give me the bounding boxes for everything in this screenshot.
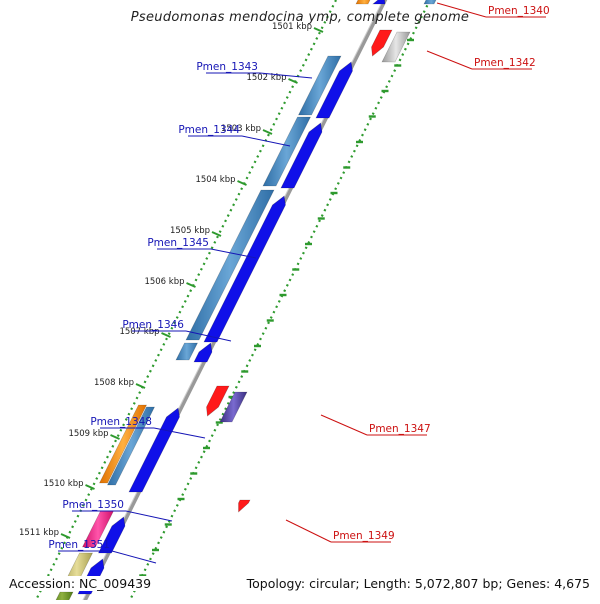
gene-label-leader (111, 550, 157, 564)
kbp-tick-mark (313, 27, 324, 33)
accession-text: Accession: NC_009439 (7, 576, 154, 591)
gene-label-left: Pmen_1344 (178, 124, 240, 136)
kbp-tick-mark (85, 484, 95, 490)
gene-label-left: Pmen_1350 (62, 499, 124, 511)
kbp-tick-mark (262, 129, 273, 135)
gene-arrow-pmen-1347 (206, 385, 230, 417)
rev-block-pmen-1347 (219, 391, 248, 423)
gene-arrow-pmen-1346 (193, 342, 213, 363)
kbp-tick-label: 1510 kbp (43, 479, 83, 489)
gene-arrow-pmen-1345 (203, 195, 286, 343)
cds-block-pmen-1345 (185, 189, 275, 341)
cds-block-top-orange (355, 0, 371, 5)
rev-block-gray-1342 (381, 31, 411, 63)
gene-label-leader (436, 2, 487, 18)
kbp-tick-mark (288, 78, 298, 84)
cds-arrow-top (372, 0, 386, 5)
kbp-tick-label: 1509 kbp (68, 429, 108, 439)
kbp-tick-label: 1501 kbp (272, 22, 312, 32)
gene-label-right: Pmen_1340 (488, 5, 550, 17)
gene-label-right: Pmen_1342 (474, 57, 536, 69)
cds-block-pmen-1343 (298, 55, 342, 116)
kbp-tick-mark (135, 383, 146, 389)
kbp-tick-mark (237, 180, 247, 186)
kbp-tick-label: 1503 kbp (221, 124, 261, 134)
gene-label-leader (210, 248, 257, 259)
kbp-tick-mark (211, 231, 222, 237)
kbp-tick-mark (161, 332, 171, 338)
gene-arrow-pmen-1342 (371, 29, 393, 57)
cds-block-pmen-1346 (175, 342, 198, 361)
gene-arrow-pmen-1344 (280, 122, 323, 189)
gene-label-leader (320, 414, 368, 436)
gene-arrow-pmen-1350 (98, 516, 126, 554)
cds-block-orange-1348 (99, 404, 147, 484)
kbp-tick-mark (60, 533, 71, 539)
gene-label-leader (285, 519, 332, 543)
kbp-tick-label: 1511 kbp (19, 528, 59, 538)
cds-block-bottom-olive (53, 591, 74, 604)
kbp-tick-label: 1502 kbp (246, 73, 286, 83)
kbp-tick-label: 1507 kbp (119, 327, 159, 337)
kbp-tick-mark (110, 434, 120, 440)
kbp-tick-mark (186, 282, 196, 288)
map-title: Pseudomonas mendocina ymp, complete geno… (130, 10, 470, 25)
cds-block-pmen-1344 (262, 116, 311, 187)
gene-label-leader (185, 330, 232, 342)
cds-block-pmen-1348 (107, 406, 155, 486)
gene-label-right: Pmen_1347 (369, 423, 431, 435)
topology-text: Topology: circular; Length: 5,072,807 bp… (244, 576, 592, 591)
gene-label-leader (241, 135, 291, 147)
kbp-tick-label: 1504 kbp (195, 175, 235, 185)
kbp-tick-label: 1508 kbp (94, 378, 134, 388)
gene-arrow-pmen-1343 (315, 61, 353, 119)
gene-arrow-pmen-1349 (238, 499, 251, 513)
gene-label-leader (259, 72, 313, 79)
kbp-tick-label: 1506 kbp (144, 277, 184, 287)
gene-label-left: Pmen_1351 (48, 539, 110, 551)
ruler-inner-dotted (35, 0, 337, 601)
gene-label-right: Pmen_1349 (333, 530, 395, 542)
gene-label-leader (153, 427, 206, 439)
gene-label-leader (426, 50, 473, 70)
gene-label-left: Pmen_1348 (90, 416, 152, 428)
kbp-tick-label: 1505 kbp (170, 226, 210, 236)
gene-label-left: Pmen_1346 (122, 319, 184, 331)
gene-label-leader (125, 510, 173, 522)
gene-label-left: Pmen_1343 (196, 61, 258, 73)
gene-label-left: Pmen_1345 (147, 237, 209, 249)
rev-block-pmen-1340 (423, 0, 437, 5)
